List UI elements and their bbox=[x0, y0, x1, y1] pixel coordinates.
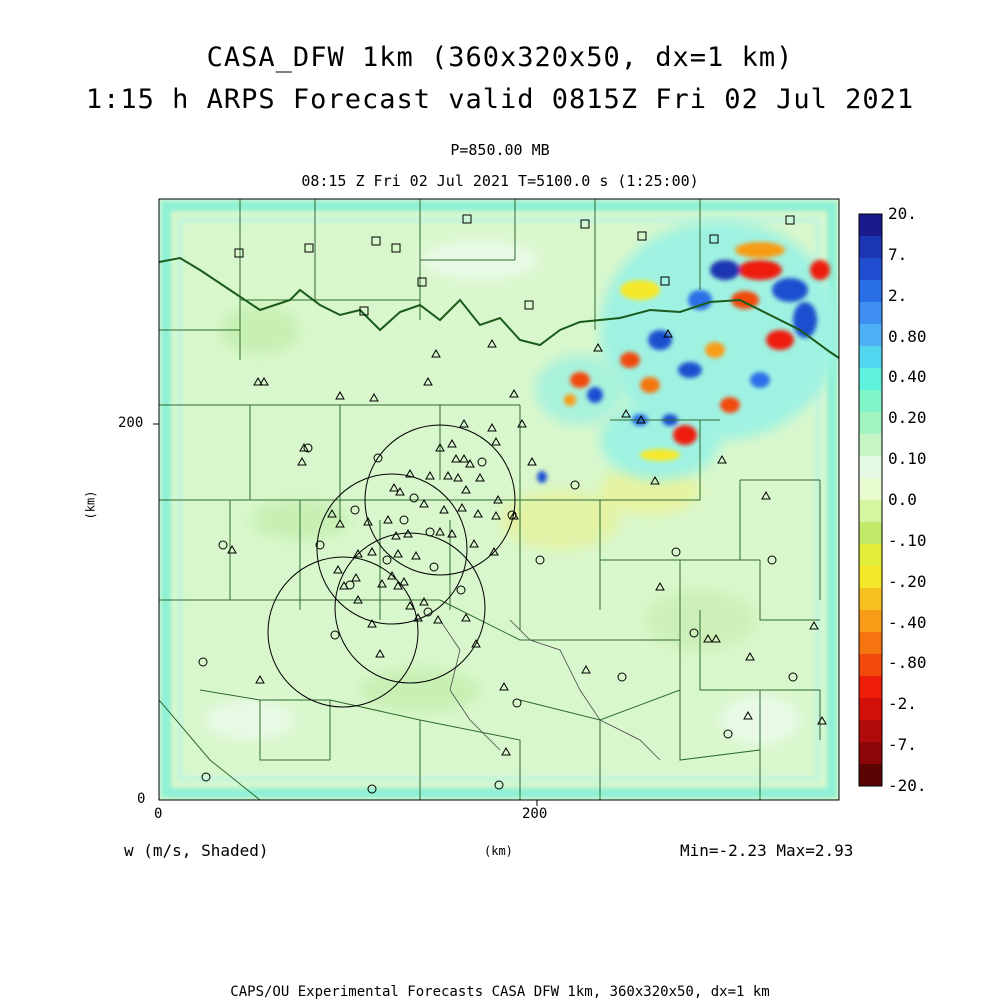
colorbar-swatch bbox=[859, 610, 882, 633]
colorbar-label: -.40 bbox=[888, 612, 927, 632]
chart-title: CASA_DFW 1km (360x320x50, dx=1 km) bbox=[206, 42, 794, 73]
colorbar-swatch bbox=[859, 302, 882, 325]
colorbar-label: -7. bbox=[888, 735, 917, 755]
colorbar-label: 0.0 bbox=[888, 490, 917, 509]
colorbar-swatch bbox=[859, 346, 882, 369]
colorbar-swatch bbox=[859, 764, 882, 787]
colorbar-swatch bbox=[859, 214, 882, 237]
axis-ticks bbox=[153, 423, 538, 806]
triangle-markers bbox=[227, 328, 827, 756]
colorbar-label: 0.80 bbox=[888, 326, 927, 346]
colorbar-label: -.10 bbox=[888, 530, 927, 550]
colorbar-swatch bbox=[859, 588, 882, 611]
convection-region bbox=[535, 220, 839, 483]
colorbar-label: 0.10 bbox=[888, 449, 927, 469]
colorbar-label: 0.20 bbox=[888, 408, 927, 428]
radar-ring-2 bbox=[316, 473, 468, 625]
colorbar-swatch bbox=[859, 434, 882, 457]
colorbar-swatch bbox=[859, 500, 882, 523]
colorbar-swatch bbox=[859, 236, 882, 259]
y-axis-label: (km) bbox=[83, 490, 98, 520]
colorbar-swatch bbox=[859, 368, 882, 391]
rivers bbox=[439, 619, 661, 761]
colorbar-swatch bbox=[859, 676, 882, 699]
colorbar-label: 20. bbox=[888, 204, 917, 223]
colorbar-swatch bbox=[859, 258, 882, 281]
colorbar-swatch bbox=[859, 324, 882, 347]
colorbar-swatch bbox=[859, 412, 882, 435]
y-tick-200: 200 bbox=[118, 415, 144, 431]
colorbar-label: -.80 bbox=[888, 653, 927, 673]
colorbar-label: 2. bbox=[888, 285, 908, 305]
min-max-label: Min=-2.23 Max=2.93 bbox=[680, 841, 854, 860]
pressure-level-label: P=850.00 MB bbox=[450, 141, 550, 159]
footer-credit: CAPS/OU Experimental Forecasts CASA DFW … bbox=[230, 984, 770, 1000]
radar-ring-4 bbox=[267, 556, 419, 708]
variable-label: w (m/s, Shaded) bbox=[124, 841, 269, 860]
state-border bbox=[159, 256, 839, 359]
colorbar-swatch bbox=[859, 566, 882, 589]
x-tick-0: 0 bbox=[154, 806, 163, 822]
colorbar-swatch bbox=[859, 632, 882, 655]
colorbar bbox=[858, 213, 883, 787]
radar-ring-1 bbox=[364, 424, 516, 576]
colorbar-swatch bbox=[859, 456, 882, 479]
colorbar-swatch bbox=[859, 280, 882, 303]
y-tick-0: 0 bbox=[137, 791, 146, 807]
colorbar-label: -.20 bbox=[888, 571, 927, 591]
colorbar-swatch bbox=[859, 478, 882, 501]
x-tick-200: 200 bbox=[522, 806, 548, 822]
chart-subtitle: 1:15 h ARPS Forecast valid 0815Z Fri 02 … bbox=[85, 84, 915, 115]
colorbar-swatch bbox=[859, 698, 882, 721]
colorbar-label: 7. bbox=[888, 244, 908, 264]
plot-frame bbox=[158, 198, 840, 801]
colorbar-label: -20. bbox=[888, 776, 927, 795]
colorbar-swatch bbox=[859, 544, 882, 567]
colorbar-swatch bbox=[859, 720, 882, 743]
valid-time-label: 08:15 Z Fri 02 Jul 2021 T=5100.0 s (1:25… bbox=[301, 172, 699, 190]
station-markers bbox=[198, 214, 798, 794]
x-axis-label: (km) bbox=[484, 844, 513, 858]
colorbar-swatch bbox=[859, 654, 882, 677]
colorbar-label: -2. bbox=[888, 694, 917, 714]
colorbar-swatch bbox=[859, 742, 882, 765]
field-texture bbox=[205, 240, 800, 745]
colorbar-label: 0.40 bbox=[888, 367, 927, 387]
colorbar-swatch bbox=[859, 522, 882, 545]
colorbar-swatch bbox=[859, 390, 882, 413]
